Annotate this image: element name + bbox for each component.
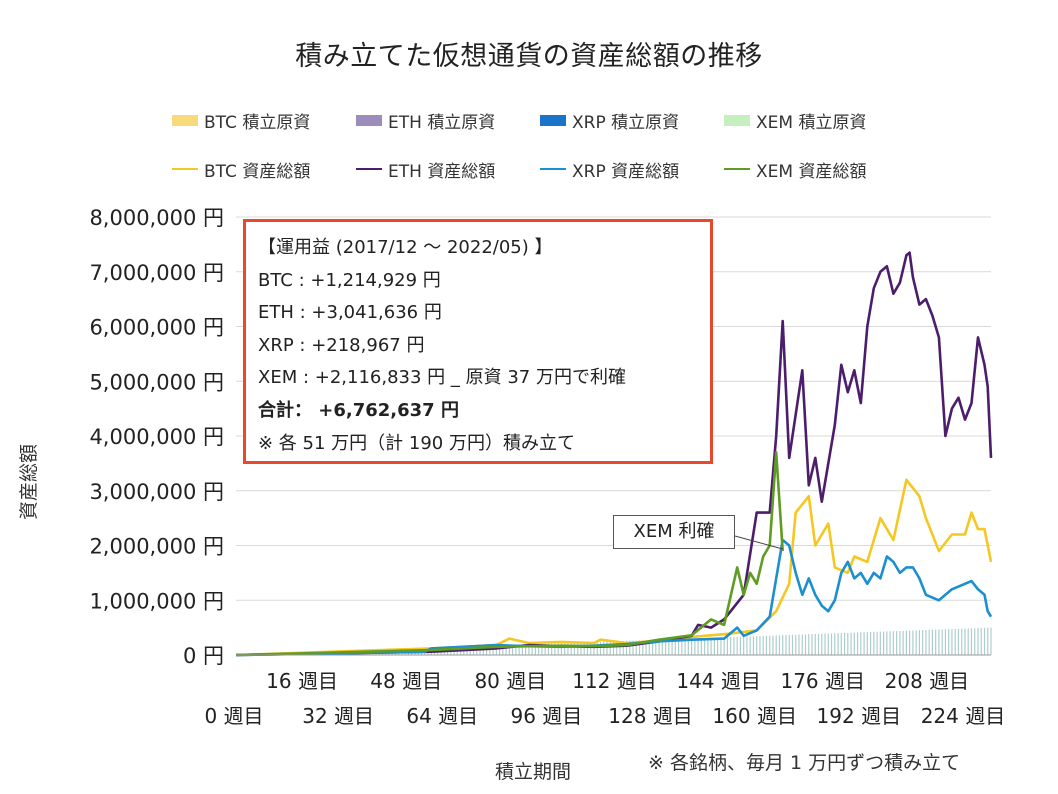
callout-leader-line — [734, 535, 783, 550]
chart-title: 積み立てた仮想通貨の資産総額の推移 — [295, 41, 763, 72]
x-tick-label: 192 週目 — [817, 704, 902, 728]
y-tick-label: 5,000,000 円 — [89, 370, 224, 394]
legend-label: XEM 積立原資 — [756, 112, 867, 133]
legend-item: XRP 資産総額 — [540, 157, 680, 182]
legend-label: BTC 資産総額 — [204, 161, 311, 182]
y-axis-label: 資産総額 — [18, 443, 40, 520]
x-tick-label: 208 週目 — [885, 669, 970, 693]
legend-row-asset-total: BTC 資産総額 ETH 資産総額 XRP 資産総額 XEM 資産総額 — [0, 157, 1058, 182]
y-tick-label: 4,000,000 円 — [89, 425, 224, 449]
legend-item: ETH 積立原資 — [356, 108, 496, 133]
x-tick-label: 160 週目 — [712, 704, 797, 728]
legend-swatch — [724, 114, 750, 126]
x-tick-label: 176 週目 — [780, 669, 865, 693]
y-axis-label-wrap: 資産総額 — [8, 380, 40, 540]
annotation-line-xem: XEM : +2,116,833 円 _ 原資 37 万円で利確 — [258, 367, 626, 389]
legend-label: ETH 資産総額 — [388, 161, 496, 182]
legend-row-principal: BTC 積立原資 ETH 積立原資 XRP 積立原資 XEM 積立原資 — [0, 108, 1058, 133]
legend-item: XRP 積立原資 — [540, 108, 680, 133]
profit-annotation-box: 【運用益 (2017/12 ～ 2022/05) 】 BTC : +1,214,… — [243, 219, 713, 464]
x-axis-label: 積立期間 — [495, 761, 572, 783]
x-tick-label: 96 週目 — [511, 704, 583, 728]
legend-label: XRP 積立原資 — [572, 112, 680, 133]
x-tick-label: 128 週目 — [608, 704, 693, 728]
y-tick-label: 3,000,000 円 — [89, 480, 224, 504]
legend-swatch — [356, 114, 382, 126]
series-line — [235, 478, 993, 657]
annotation-line-note: ※ 各 51 万円（計 190 万円）積み立て — [258, 432, 575, 454]
y-tick-label: 7,000,000 円 — [89, 261, 224, 285]
legend-swatch — [540, 114, 566, 126]
legend-item: BTC 資産総額 — [172, 157, 311, 182]
y-tick-label: 6,000,000 円 — [89, 316, 224, 340]
x-tick-label: 80 週目 — [474, 669, 546, 693]
series-line — [235, 451, 784, 657]
legend-label: XRP 資産総額 — [572, 161, 680, 182]
x-tick-label: 16 週目 — [266, 669, 338, 693]
legend-label: XEM 資産総額 — [756, 161, 867, 182]
annotation-line-header: 【運用益 (2017/12 ～ 2022/05) 】 — [258, 237, 553, 258]
annotation-line-total: 合計： +6,762,637 円 — [258, 399, 459, 421]
legend-swatch — [172, 114, 198, 126]
xem-profit-callout: XEM 利確 — [613, 515, 735, 549]
y-tick-label: 0 円 — [183, 644, 224, 668]
legend-item: XEM 資産総額 — [724, 157, 867, 182]
annotation-line-btc: BTC : +1,214,929 円 — [258, 269, 441, 291]
legend-label: ETH 積立原資 — [388, 112, 496, 133]
legend-item: BTC 積立原資 — [172, 108, 311, 133]
legend-swatch — [356, 168, 382, 170]
footnote: ※ 各銘柄、毎月 1 万円ずつ積み立て — [648, 752, 961, 774]
annotation-line-eth: ETH : +3,041,636 円 — [258, 302, 442, 324]
x-tick-label: 32 週目 — [302, 704, 374, 728]
x-tick-label: 64 週目 — [406, 704, 478, 728]
x-tick-label: 112 週目 — [572, 669, 657, 693]
y-tick-label: 8,000,000 円 — [89, 206, 224, 230]
legend-item: XEM 積立原資 — [724, 108, 867, 133]
y-tick-label: 2,000,000 円 — [89, 535, 224, 559]
legend-swatch — [172, 168, 198, 170]
legend-swatch — [724, 168, 750, 170]
annotation-line-xrp: XRP : +218,967 円 — [258, 334, 425, 356]
legend-swatch — [540, 168, 566, 170]
x-tick-label: 0 週目 — [204, 704, 263, 728]
series-line — [235, 538, 993, 657]
y-tick-label: 1,000,000 円 — [89, 589, 224, 613]
legend-item: ETH 資産総額 — [356, 157, 496, 182]
x-tick-label: 144 週目 — [676, 669, 761, 693]
legend-label: BTC 積立原資 — [204, 112, 311, 133]
x-tick-label: 224 週目 — [921, 704, 1006, 728]
x-tick-label: 48 週目 — [370, 669, 442, 693]
